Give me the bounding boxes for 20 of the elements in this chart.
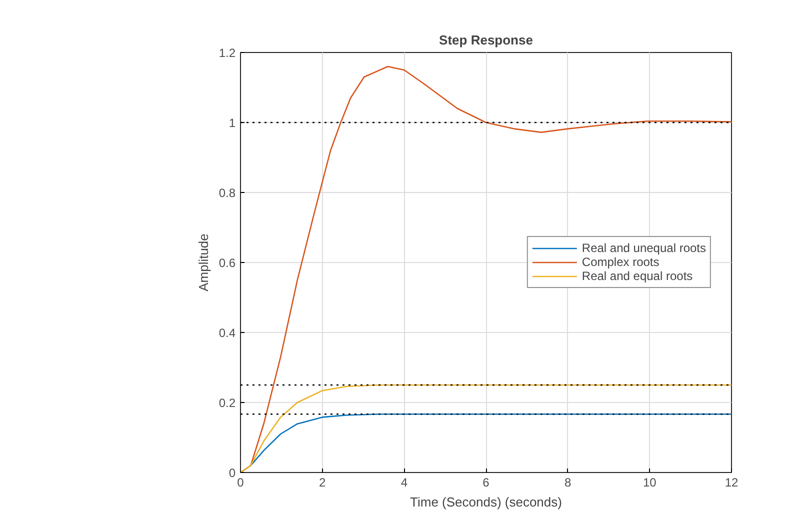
x-axis-title: Time (Seconds) (seconds): [410, 494, 562, 510]
x-tick-label: 6: [482, 476, 490, 490]
legend-label: Real and equal roots: [582, 269, 693, 283]
legend-label: Complex roots: [582, 255, 660, 269]
y-tick-label: 0.2: [218, 396, 236, 410]
y-tick-label: 0.8: [218, 186, 236, 200]
y-tick-label: 0.4: [218, 326, 236, 340]
y-tick-label: 1: [228, 116, 236, 130]
legend-label: Real and unequal roots: [582, 241, 706, 255]
chart-title: Step Response: [439, 32, 533, 48]
x-tick-label: 0: [237, 476, 244, 490]
x-tick-label: 4: [400, 476, 408, 490]
y-tick-label: 0: [228, 466, 236, 480]
x-tick-label: 8: [564, 476, 572, 490]
x-tick-label: 12: [724, 476, 738, 490]
y-tick-label: 1.2: [218, 46, 236, 60]
y-tick-label: 0.6: [218, 256, 236, 270]
y-axis-title: Amplitude: [196, 234, 211, 292]
x-tick-label: 10: [642, 476, 657, 490]
x-tick-label: 2: [318, 476, 326, 490]
